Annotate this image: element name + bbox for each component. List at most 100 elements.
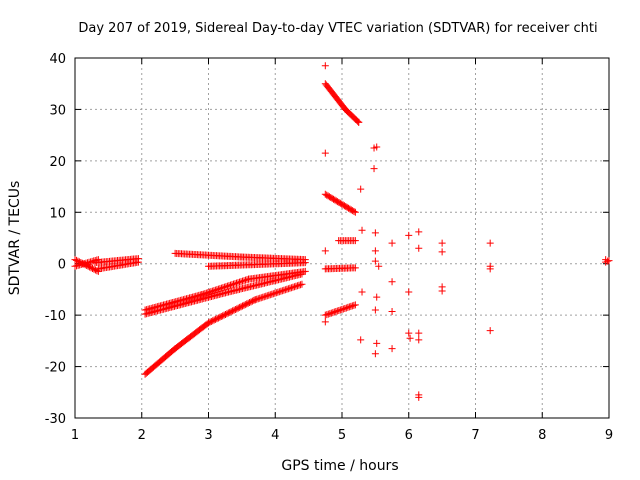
- y-tick-label: -20: [45, 361, 66, 376]
- data-point: [342, 304, 350, 312]
- data-point: [371, 247, 379, 255]
- data-point: [371, 257, 379, 265]
- data-point: [370, 165, 378, 173]
- y-tick-label: -10: [45, 309, 66, 324]
- data-point: [347, 302, 355, 310]
- data-point: [75, 258, 83, 266]
- data-point: [371, 306, 379, 314]
- data-point: [78, 259, 86, 267]
- data-point: [298, 280, 306, 288]
- data-point: [371, 229, 379, 237]
- data-point: [373, 143, 381, 151]
- data-point: [358, 226, 366, 234]
- data-point: [373, 293, 381, 301]
- data-point: [321, 311, 329, 319]
- x-tick-label: 9: [605, 428, 613, 443]
- data-point: [327, 309, 335, 317]
- data-point: [371, 350, 379, 358]
- data-point: [321, 149, 329, 157]
- axis-ticks: 1 2 3 4 5 6 7 8 9 40 30 20 10 0 -10 -20 -30: [45, 52, 613, 443]
- data-point: [486, 327, 494, 335]
- data-point: [324, 310, 332, 318]
- x-axis-label: GPS time / hours: [281, 458, 398, 474]
- data-point: [350, 301, 358, 309]
- data-point: [388, 278, 396, 286]
- data-point: [323, 311, 331, 319]
- x-tick-label: 6: [405, 428, 413, 443]
- y-tick-label: -30: [45, 412, 66, 427]
- y-tick-label: 10: [49, 206, 66, 221]
- y-axis-label: SDTVAR / TECUs: [7, 181, 23, 296]
- data-point: [250, 296, 258, 304]
- data-point: [351, 208, 359, 216]
- data-point: [71, 256, 79, 264]
- data-point: [335, 307, 343, 315]
- data-point: [415, 336, 423, 344]
- data-point: [86, 263, 94, 271]
- data-point: [415, 329, 423, 337]
- data-point: [338, 305, 346, 313]
- data-point: [357, 336, 365, 344]
- data-point: [486, 265, 494, 273]
- data-point: [438, 287, 446, 295]
- data-point: [134, 258, 142, 266]
- x-tick-label: 1: [71, 428, 79, 443]
- data-point: [351, 264, 359, 272]
- data-point: [341, 304, 349, 312]
- y-tick-label: 40: [49, 52, 66, 67]
- y-tick-label: 30: [49, 103, 66, 118]
- y-tick-label: 0: [58, 258, 66, 273]
- x-tick-label: 2: [138, 428, 146, 443]
- x-tick-label: 8: [538, 428, 546, 443]
- data-point: [358, 288, 366, 296]
- data-point: [298, 270, 306, 278]
- data-point: [339, 305, 347, 313]
- y-tick-label: 20: [49, 155, 66, 170]
- data-point: [438, 239, 446, 247]
- data-point: [344, 303, 352, 311]
- data-series: [71, 62, 613, 401]
- data-point: [333, 307, 341, 315]
- data-point: [355, 118, 363, 126]
- data-point: [80, 260, 88, 268]
- data-point: [87, 264, 95, 272]
- x-tick-label: 5: [338, 428, 346, 443]
- data-point: [415, 228, 423, 236]
- data-point: [415, 244, 423, 252]
- data-point: [405, 329, 413, 337]
- data-point: [301, 259, 309, 267]
- data-point: [74, 257, 82, 265]
- data-point: [326, 310, 334, 318]
- data-point: [329, 309, 337, 317]
- data-point: [388, 308, 396, 316]
- data-point: [351, 237, 359, 245]
- x-tick-label: 4: [271, 428, 279, 443]
- data-point: [330, 308, 338, 316]
- data-point: [388, 345, 396, 353]
- data-point: [351, 301, 359, 309]
- data-point: [72, 256, 80, 264]
- data-point: [321, 247, 329, 255]
- data-point: [350, 207, 358, 215]
- data-point: [375, 262, 383, 270]
- data-point: [332, 308, 340, 316]
- data-point: [415, 393, 423, 401]
- data-point: [486, 239, 494, 247]
- data-point: [388, 239, 396, 247]
- data-point: [357, 185, 365, 193]
- data-point: [83, 262, 91, 270]
- data-point: [354, 117, 362, 125]
- data-point: [345, 303, 353, 311]
- data-point: [605, 257, 613, 265]
- data-point: [336, 306, 344, 314]
- data-point: [373, 339, 381, 347]
- data-point: [321, 62, 329, 70]
- data-point: [438, 248, 446, 256]
- data-point: [406, 334, 414, 342]
- data-point: [405, 231, 413, 239]
- x-tick-label: 3: [204, 428, 212, 443]
- data-point: [604, 257, 612, 265]
- data-point: [77, 259, 85, 267]
- data-point: [91, 266, 99, 274]
